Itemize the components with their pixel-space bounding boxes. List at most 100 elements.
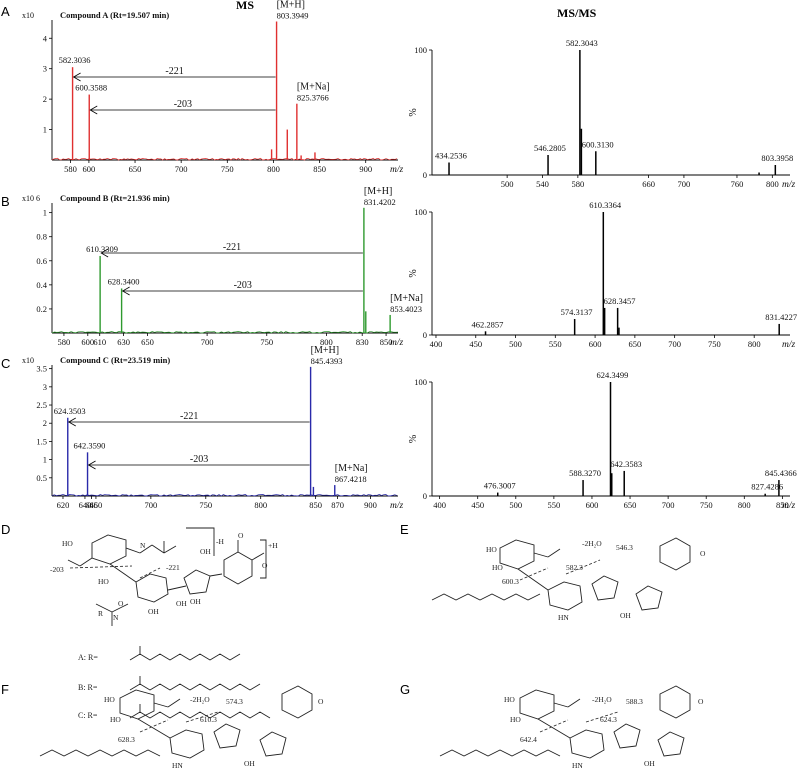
ion-label: [M+H] xyxy=(311,345,339,356)
peak-label: 600.3588 xyxy=(75,83,107,93)
ion-label: [M+Na] xyxy=(335,463,368,474)
y-tick-label: 0.6 xyxy=(36,256,47,266)
x-tick-label: 750 xyxy=(221,164,234,174)
y-scale-label: x10 xyxy=(22,356,34,365)
y-scale-label: x10 6 xyxy=(22,194,40,203)
peak-label: 867.4218 xyxy=(335,474,367,484)
y-tick-label: 1 xyxy=(43,208,47,218)
x-tick-label: 800 xyxy=(267,164,280,174)
frag-f-3: 628.3 xyxy=(118,735,135,744)
ion-label: [M+Na] xyxy=(297,82,330,93)
loss-label: -221 xyxy=(223,242,241,253)
x-tick-label: 540 xyxy=(536,179,549,189)
svg-text:HO: HO xyxy=(486,545,497,554)
peak-label: 628.3400 xyxy=(108,276,140,286)
x-tick-label: 850 xyxy=(776,500,789,510)
frag-e-1: 546.3 xyxy=(616,543,633,552)
loss-water-e: -2H₂O xyxy=(582,539,602,548)
loss-label: -203 xyxy=(190,454,208,465)
svg-text:HO: HO xyxy=(62,539,73,548)
y-tick-label: 0.2 xyxy=(36,304,47,314)
svg-text:HO: HO xyxy=(510,715,521,724)
x-tick-label: 650 xyxy=(90,500,103,510)
x-tick-label: 850 xyxy=(380,337,393,347)
y-tick-label: 3 xyxy=(43,64,47,74)
mz-label: m/z xyxy=(782,180,796,190)
y-tick-label: 100 xyxy=(414,45,427,55)
peak-label: 574.3137 xyxy=(561,307,593,317)
svg-text:HO: HO xyxy=(110,715,121,724)
r-label-c: C: R= xyxy=(78,711,98,720)
x-tick-label: 630 xyxy=(117,337,130,347)
y-tick-label: 2 xyxy=(43,94,47,104)
y-tick-label: 0 xyxy=(423,170,427,180)
x-tick-label: 700 xyxy=(662,500,675,510)
peak-label: 462.2857 xyxy=(472,319,504,329)
svg-text:O: O xyxy=(262,561,268,570)
structure-g-dash xyxy=(539,711,619,733)
loss-arrowhead xyxy=(72,72,81,82)
peak-label: 624.3503 xyxy=(54,406,86,416)
peak-label: 610.3364 xyxy=(589,200,622,210)
x-tick-label: 580 xyxy=(571,179,584,189)
panel-letter-c: C xyxy=(1,356,10,371)
loss-water-g: -2H₂O xyxy=(592,695,612,704)
loss-label: -221 xyxy=(165,66,183,77)
peak-label: 642.3583 xyxy=(610,459,642,469)
loss-221-note: -221 xyxy=(166,563,180,572)
x-tick-label: 850 xyxy=(309,500,322,510)
svg-text:R: R xyxy=(98,609,103,618)
frag-g-1: 588.3 xyxy=(626,697,643,706)
panel-letter-b: B xyxy=(1,194,10,209)
x-tick-label: 650 xyxy=(624,500,637,510)
loss-arrowhead xyxy=(67,417,76,427)
svg-text:O: O xyxy=(318,697,324,706)
structure-d-dash xyxy=(69,565,161,579)
svg-text:HO: HO xyxy=(104,695,115,704)
svg-text:HO: HO xyxy=(98,577,109,586)
panel-letter-a: A xyxy=(1,4,10,19)
y-tick-label: 0 xyxy=(423,330,427,340)
svg-text:OH: OH xyxy=(148,607,159,616)
y-tick-label: 1 xyxy=(43,455,47,465)
loss-label: -203 xyxy=(234,280,252,291)
y-tick-label: 100 xyxy=(414,207,427,217)
svg-text:O: O xyxy=(698,697,704,706)
svg-text:OH: OH xyxy=(620,611,631,620)
peak-label: 803.3958 xyxy=(761,153,793,163)
y-scale-label: x10 xyxy=(22,11,34,20)
x-tick-label: 700 xyxy=(678,179,691,189)
x-tick-label: 650 xyxy=(141,337,154,347)
x-tick-label: 900 xyxy=(359,164,372,174)
percent-label: % xyxy=(408,435,419,443)
x-tick-label: 830 xyxy=(356,337,369,347)
x-tick-label: 800 xyxy=(254,500,267,510)
peak-label: 831.4227 xyxy=(765,312,797,322)
svg-text:O: O xyxy=(700,549,706,558)
x-tick-label: 500 xyxy=(501,179,514,189)
structure-f-text: -2H₂O 574.3 610.3 628.3 HO HO HN OH O xyxy=(104,695,324,769)
svg-text:OH: OH xyxy=(190,597,201,606)
x-tick-label: 660 xyxy=(642,179,655,189)
x-tick-label: 800 xyxy=(748,339,761,349)
x-tick-label: 620 xyxy=(57,500,70,510)
structure-g xyxy=(439,685,691,759)
x-tick-label: 600 xyxy=(589,339,602,349)
peak-label: 845.4393 xyxy=(311,356,343,366)
peak-label: 845.4366 xyxy=(765,468,797,478)
loss-203-note: -203 xyxy=(50,565,64,574)
x-tick-label: 600 xyxy=(83,164,96,174)
y-tick-label: 1.5 xyxy=(36,436,47,446)
chart-title: Compound C (Rt=23.519 min) xyxy=(60,355,170,365)
chart-title: Compound B (Rt=21.936 min) xyxy=(60,193,170,203)
peak-label: 803.3949 xyxy=(277,11,309,21)
minus-h-label: -H xyxy=(216,537,224,546)
peak-label: 624.3499 xyxy=(597,370,629,380)
x-tick-label: 400 xyxy=(433,500,446,510)
x-tick-label: 580 xyxy=(64,164,77,174)
ms-heading: MS xyxy=(236,0,254,12)
x-tick-label: 870 xyxy=(331,500,344,510)
peak-label: 582.3036 xyxy=(59,55,91,65)
y-tick-label: 2 xyxy=(43,418,47,428)
